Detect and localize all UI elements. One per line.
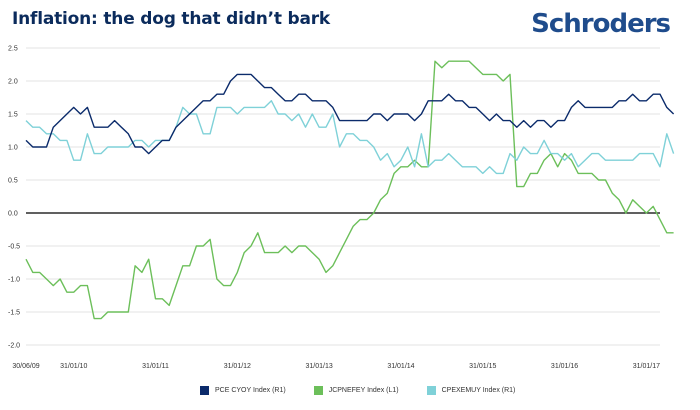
legend-label-cpexemuy: CPEXEMUY Index (R1)	[441, 387, 516, 394]
series-lines	[25, 60, 675, 320]
x-axis-ticks: 30/06/09 31/01/10 31/01/11 31/01/12 31/01/13…	[12, 363, 660, 370]
legend-swatch-pce	[200, 386, 209, 395]
series-line-1	[25, 60, 674, 320]
x-tick-label: 31/01/17	[633, 363, 660, 370]
y-tick-label: 1.5	[8, 112, 18, 119]
y-tick-label: 2.5	[8, 46, 18, 53]
x-tick-label: 31/01/12	[224, 363, 251, 370]
series-line-0	[25, 73, 675, 155]
x-tick-label: 31/01/16	[551, 363, 578, 370]
legend: PCE CYOY Index (R1) JCPNEFEY Index (L1) …	[200, 386, 515, 395]
legend-swatch-jcpnefey	[313, 386, 323, 395]
x-tick-label: 31/01/13	[306, 363, 333, 370]
x-tick-label: 31/01/14	[387, 363, 414, 370]
y-tick-label: -0.5	[8, 244, 20, 251]
y-tick-label: -2.0	[8, 343, 20, 350]
legend-item-pce: PCE CYOY Index (R1)	[200, 386, 286, 395]
legend-label-pce: PCE CYOY Index (R1)	[215, 387, 286, 394]
series-line-2	[25, 100, 675, 175]
y-tick-label: 0.0	[8, 211, 18, 218]
legend-label-jcpnefey: JCPNEFEY Index (L1)	[328, 387, 399, 394]
gridlines	[26, 47, 660, 346]
legend-item-cpexemuy: CPEXEMUY Index (R1)	[426, 386, 516, 395]
y-axis-ticks: 2.5 2.0 1.5 1.0 0.5 0.0 -0.5 -1.0 -1.5 -2.0	[8, 46, 20, 350]
x-tick-label: 30/06/09	[12, 363, 39, 370]
y-tick-label: 1.0	[8, 145, 18, 152]
chart-title: Inflation: the dog that didn’t bark	[12, 9, 331, 29]
y-tick-label: 0.5	[8, 178, 18, 185]
legend-item-jcpnefey: JCPNEFEY Index (L1)	[313, 386, 399, 395]
legend-swatch-cpexemuy	[426, 386, 436, 395]
x-tick-label: 31/01/11	[142, 363, 169, 370]
x-tick-label: 31/01/15	[469, 363, 496, 370]
y-tick-label: -1.5	[8, 310, 20, 317]
schroders-logo: Schroders	[531, 9, 671, 39]
y-tick-label: -1.0	[8, 277, 20, 284]
x-tick-label: 31/01/10	[60, 363, 87, 370]
y-tick-label: 2.0	[8, 79, 18, 86]
